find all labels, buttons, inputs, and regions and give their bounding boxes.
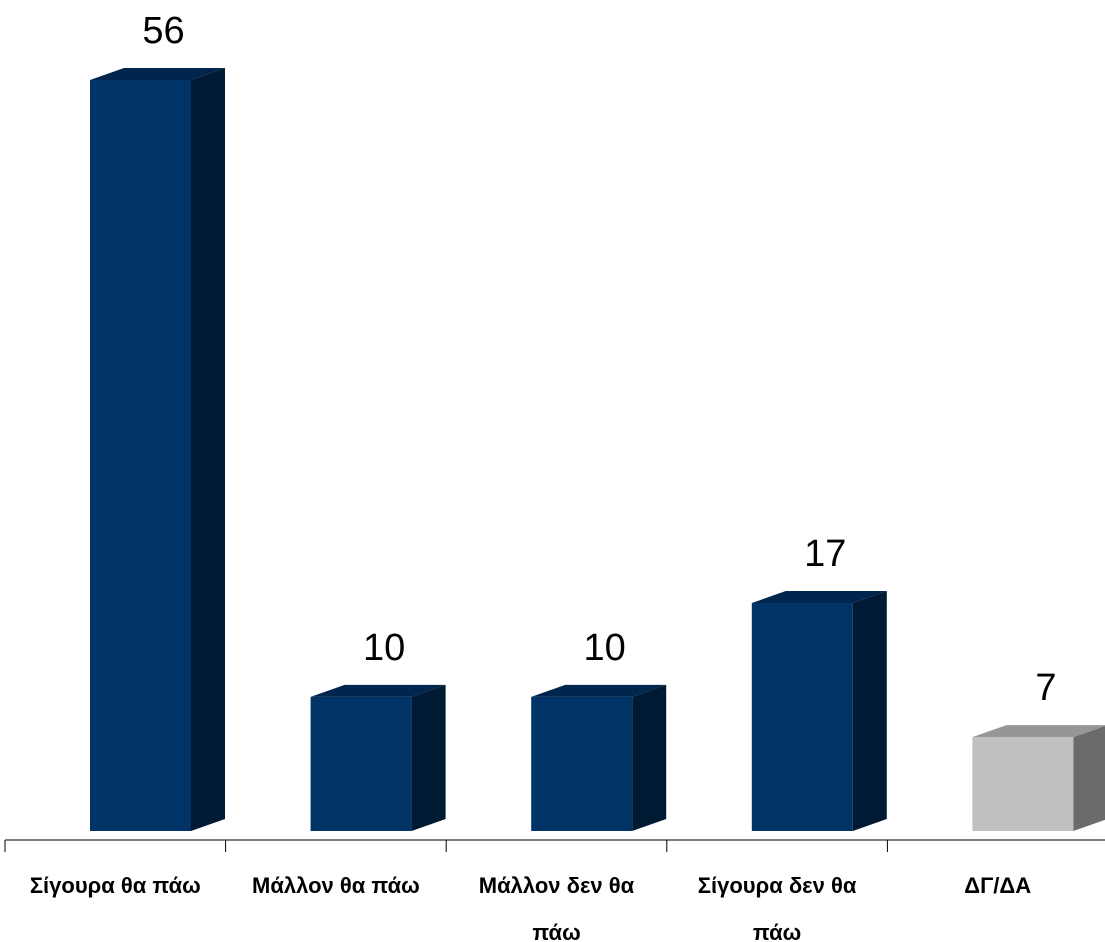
category-label: Σίγουρα θα πάω bbox=[30, 873, 201, 898]
category-label: πάω bbox=[753, 920, 801, 942]
category-label: ΔΓ/ΔΑ bbox=[964, 873, 1031, 898]
data-label: 10 bbox=[584, 627, 626, 669]
data-label: 10 bbox=[363, 627, 405, 669]
bar-top bbox=[751, 591, 887, 604]
category-label: Μάλλον θα πάω bbox=[252, 873, 420, 898]
category-label: πάω bbox=[532, 920, 580, 942]
bar-side bbox=[632, 684, 667, 831]
bar bbox=[972, 725, 1105, 831]
x-axis bbox=[4, 839, 1105, 852]
category-label: Μάλλον δεν θα bbox=[479, 873, 635, 898]
bar bbox=[751, 591, 887, 831]
bar-front bbox=[310, 696, 412, 831]
bar bbox=[531, 684, 667, 831]
data-labels-group: 56 10 10 17 7 bbox=[142, 10, 1056, 709]
bar bbox=[310, 684, 446, 831]
category-label: Σίγουρα δεν θα bbox=[698, 873, 857, 898]
bar-side bbox=[1073, 725, 1105, 831]
data-label: 17 bbox=[804, 533, 846, 575]
bar bbox=[90, 68, 225, 831]
bar-front bbox=[751, 603, 853, 831]
bar-top bbox=[972, 725, 1105, 738]
bar-side bbox=[852, 591, 887, 831]
data-label: 56 bbox=[142, 10, 184, 52]
bar-front bbox=[531, 696, 633, 831]
bar-top bbox=[310, 684, 446, 697]
bar-top bbox=[531, 684, 667, 697]
bar-front bbox=[90, 80, 191, 831]
bar-side bbox=[411, 684, 446, 831]
bar-top bbox=[90, 68, 225, 80]
data-label: 7 bbox=[1035, 667, 1056, 709]
category-labels-group: Σίγουρα θα πάω Μάλλον θα πάω Μάλλον δεν θα… bbox=[30, 873, 1031, 942]
bar-front bbox=[972, 737, 1074, 831]
bar-side bbox=[191, 68, 225, 831]
bars-group bbox=[90, 68, 1105, 831]
